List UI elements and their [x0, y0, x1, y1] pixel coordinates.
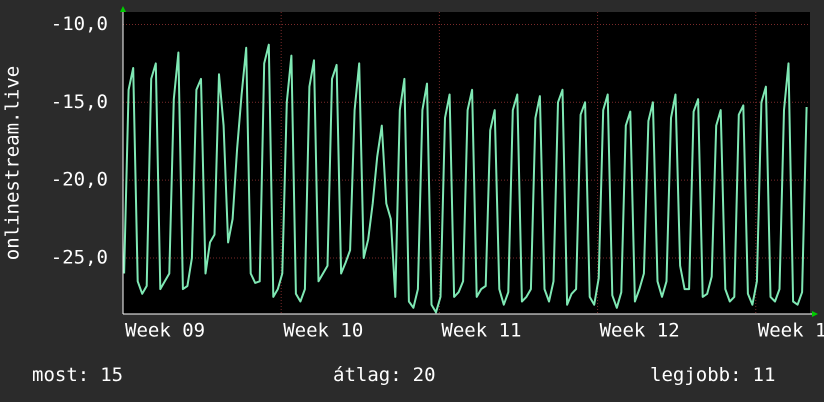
x-tick-label: Week 11	[441, 320, 521, 342]
x-arrow	[812, 311, 818, 317]
y-arrow	[120, 6, 126, 12]
stat-value: 20	[413, 364, 436, 386]
stat-label: legjobb:	[650, 364, 742, 386]
y-tick-label: -20,0	[51, 169, 108, 191]
stat-label: most:	[32, 364, 89, 386]
y-axis-label: onlinestream.live	[2, 66, 24, 260]
y-tick-label: -15,0	[51, 91, 108, 113]
stat: legjobb: 11	[650, 364, 775, 386]
stat-label: átlag:	[333, 364, 402, 386]
y-tick-label: -10,0	[51, 13, 108, 35]
x-tick-label: Week 12	[600, 320, 680, 342]
stat-value: 15	[100, 364, 123, 386]
y-tick-label: -25,0	[51, 246, 108, 268]
x-tick-label: Week 09	[125, 320, 205, 342]
stat: átlag: 20	[333, 364, 436, 386]
x-tick-label: Week 13	[758, 320, 824, 342]
stat-value: 11	[753, 364, 776, 386]
series-line	[123, 43, 808, 314]
x-tick-label: Week 10	[283, 320, 363, 342]
stat: most: 15	[32, 364, 123, 386]
